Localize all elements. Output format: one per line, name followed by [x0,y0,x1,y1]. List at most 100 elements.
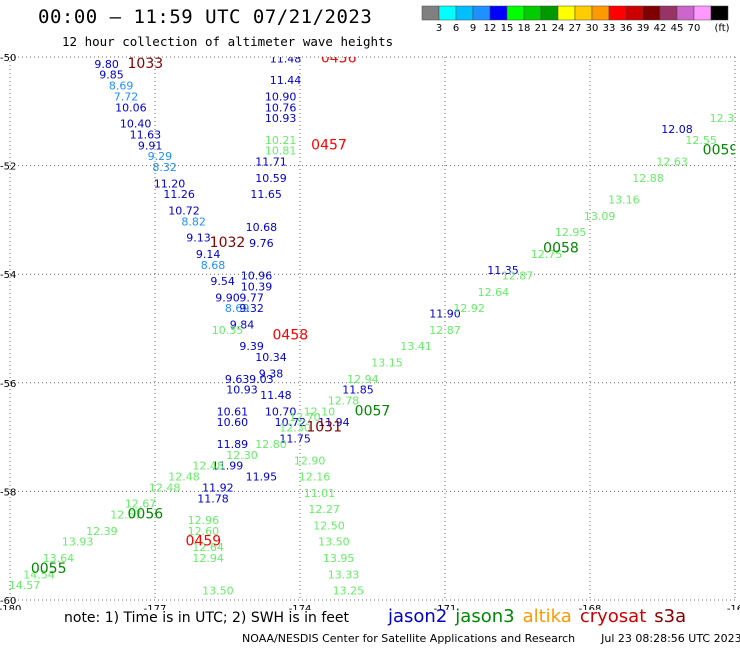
jason2-swh-point: 11.26 [163,188,195,201]
jason3-swh-point: 13.16 [608,194,640,207]
jason3-swh-point: 12.96 [188,514,220,527]
y-tick-label: -52 [0,162,16,173]
jason2-swh-point: 8.32 [152,161,177,174]
jason2-swh-point: 9.54 [210,275,235,288]
jason2-swh-point: 8.68 [201,259,226,272]
jason3-swh-point: 12.63 [656,156,688,169]
jason3-swh-point: 12.50 [313,519,345,532]
jason2-swh-point: 11.90 [429,308,461,321]
footer-note: note: 1) Time is in UTC; 2) SWH is in fe… [64,610,350,626]
credit-line: NOAA/NESDIS Center for Satellite Applica… [242,632,740,645]
jason3-swh-point: 10.21 [265,134,297,147]
jason3-swh-point: 13.33 [328,568,360,581]
jason3-swh-point: 12.48 [168,471,200,484]
y-tick-label: -56 [0,379,16,390]
jason2-swh-point: 11.75 [279,433,311,446]
jason3-swh-point: 12.39 [86,525,118,538]
jason2-swh-point: 9.90 [215,291,240,304]
jason3-swh-point: 13.50 [318,536,350,549]
jason3-swh-point: 12.92 [453,302,485,315]
jason2-swh-point: 11.35 [487,264,519,277]
pass-time-label: 0456 [321,50,357,66]
jason2-swh-point: 9.80 [94,58,119,71]
jason3-swh-point: 12.55 [685,134,717,147]
jason3-swh-point: 12.60 [188,525,220,538]
jason2-swh-point: 10.60 [217,416,249,429]
plot-area: -180 -177 -174 -171 -168 -16 -50 -52 -54 -56 -58 -6… [0,50,740,610]
colorbar-label: 39 [637,23,650,34]
jason3-swh-point: 12.87 [429,324,461,337]
colorbar-label: 36 [620,23,633,34]
x-tick-label: -168 [579,604,602,610]
x-tick-label: -177 [144,604,167,610]
jason2-swh-point: 11.20 [154,177,186,190]
pass-time-label: 0058 [543,240,579,256]
jason3-swh-point: 12.90 [294,454,326,467]
x-tick-label: -180 [0,604,21,610]
colorbar-label: 33 [603,23,616,34]
jason3-swh-point: 12.95 [555,226,587,239]
jason2-swh-point: 10.59 [255,172,287,185]
colorbar-label: 45 [671,23,684,34]
legend-altika: altika [522,606,572,627]
colorbar-label: 18 [518,23,531,34]
colorbar-label: 42 [654,23,667,34]
jason2-swh-point: 11.65 [250,188,282,201]
jason2-swh-point: 9.63 [225,373,250,386]
jason3-swh-point: 12.94 [347,373,379,386]
jason2-swh-point: 9.77 [239,291,264,304]
jason2-swh-point: 10.76 [265,101,297,114]
jason3-swh-point: 12.37 [710,112,740,125]
jason3-swh-point: 12.64 [478,286,510,299]
pass-time-label: 0059 [703,143,739,159]
jason2-swh-point: 8.82 [181,215,206,228]
colorbar-label: 9 [470,23,476,34]
jason3-swh-point: 13.93 [62,536,94,549]
jason2-swh-point: 10.90 [265,90,297,103]
jason3-swh-point: 13.09 [584,210,616,223]
jason2-swh-point: 9.03 [249,373,274,386]
pass-time-label: 0056 [128,507,164,523]
jason3-swh-point: 11.01 [304,487,336,500]
chart-title: 00:00 — 11:59 UTC 07/21/2023 [38,6,373,28]
jason3-swh-point: 12.30 [279,422,311,435]
jason3-swh-point: 14.57 [9,579,41,592]
colorbar-label: 6 [453,23,459,34]
jason2-swh-point: 10.96 [241,270,273,283]
colorbar-label: 24 [552,23,565,34]
jason3-swh-point: 12.57 [110,509,142,522]
colorbar-unit: (ft) [714,23,729,34]
credit-text: NOAA/NESDIS Center for Satellite Applica… [242,632,576,645]
colorbar-label: 21 [535,23,548,34]
jason2-swh-point: 9.13 [186,232,211,245]
jason3-swh-point: 13.50 [202,585,234,598]
colorbar-label: 30 [586,23,599,34]
jason2-swh-point: 11.95 [246,471,278,484]
pass-time-label: 1031 [306,420,342,436]
colorbar-swatch [710,5,729,21]
jason3-swh-point: 12.48 [149,481,181,494]
jason3-swh-point: 12.94 [192,552,224,565]
colorbar-label: 12 [484,23,497,34]
colorbar: 3 6 9 12 15 18 21 24 27 30 33 36 39 42 45 70 (ft) [421,5,730,34]
jason2-swh-point: 11.44 [270,74,302,87]
jason2-swh-point: 11.85 [342,384,374,397]
colorbar-label: 15 [501,23,514,34]
jason2-swh-point: 10.93 [265,112,297,125]
jason2-swh-point: 9.91 [138,139,163,152]
jason2-swh-point: 9.14 [196,248,221,261]
jason3-swh-point: 12.88 [632,172,664,185]
x-tick-label: -171 [434,604,457,610]
jason2-swh-point: 10.34 [255,351,287,364]
y-tick-label: -58 [0,487,16,498]
jason2-swh-point: 11.48 [260,389,292,402]
jason2-swh-point: 10.72 [168,204,200,217]
jason3-swh-point: 12.87 [502,270,534,283]
y-tick-label: -54 [0,270,16,281]
x-tick-label: -16 [727,604,740,610]
jason2-swh-point: 9.84 [230,319,255,332]
jason2-swh-point: 7.72 [114,90,139,103]
jason2-swh-point: 11.99 [212,460,244,473]
jason3-swh-point: 12.48 [192,460,224,473]
jason2-swh-point: 10.68 [246,221,278,234]
